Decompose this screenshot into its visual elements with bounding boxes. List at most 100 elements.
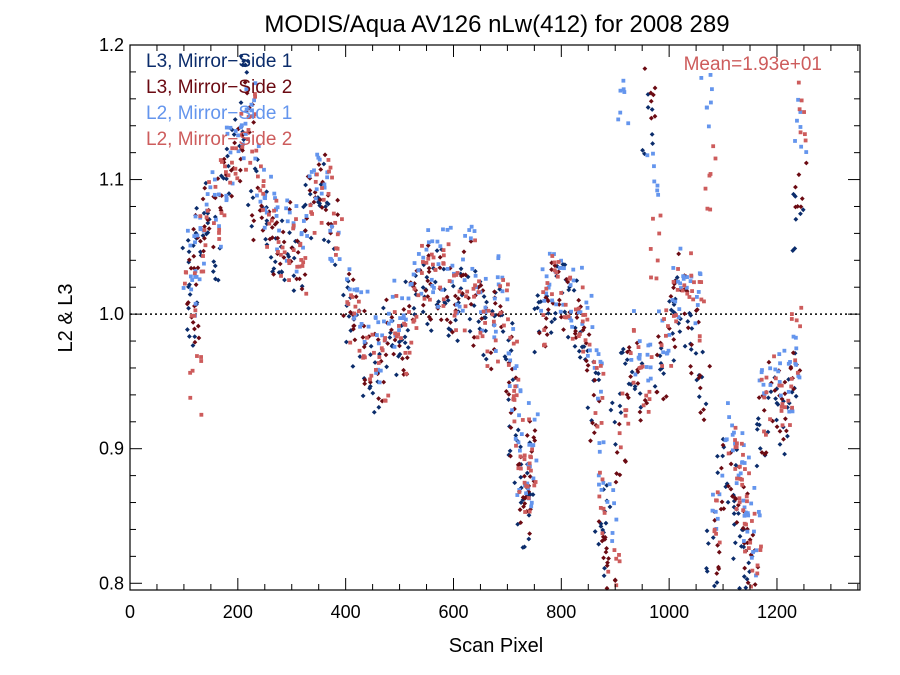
data-point bbox=[541, 290, 546, 295]
data-point bbox=[192, 326, 197, 332]
data-point bbox=[680, 288, 685, 293]
data-point bbox=[224, 196, 229, 201]
data-point bbox=[496, 359, 500, 364]
x-tick-label: 800 bbox=[546, 602, 576, 622]
data-point bbox=[726, 401, 730, 406]
data-point bbox=[454, 302, 459, 307]
data-point bbox=[348, 309, 353, 315]
data-point bbox=[618, 110, 623, 115]
data-point bbox=[252, 166, 258, 172]
data-point bbox=[513, 366, 517, 371]
data-point bbox=[623, 459, 629, 465]
data-point bbox=[754, 548, 759, 553]
data-point bbox=[546, 285, 551, 290]
data-point bbox=[307, 174, 312, 179]
data-point bbox=[516, 440, 521, 445]
data-point bbox=[244, 90, 250, 96]
data-point bbox=[224, 125, 229, 130]
data-point bbox=[483, 305, 488, 310]
data-point bbox=[547, 251, 552, 256]
data-point bbox=[258, 188, 263, 193]
data-point bbox=[512, 419, 517, 424]
data-point bbox=[427, 297, 432, 302]
data-point bbox=[263, 236, 269, 242]
data-point bbox=[778, 361, 782, 366]
data-point bbox=[723, 438, 728, 443]
data-point bbox=[610, 531, 615, 535]
data-point bbox=[267, 221, 272, 226]
data-point bbox=[498, 303, 503, 309]
data-point bbox=[636, 345, 641, 349]
data-point bbox=[804, 150, 809, 154]
data-point bbox=[648, 98, 654, 104]
data-point bbox=[734, 445, 739, 449]
data-point bbox=[401, 313, 406, 318]
data-point bbox=[368, 343, 374, 349]
data-point bbox=[666, 324, 670, 328]
data-point bbox=[287, 210, 292, 215]
data-point bbox=[618, 88, 623, 93]
data-point bbox=[350, 363, 356, 369]
data-point bbox=[185, 228, 190, 233]
data-point bbox=[707, 363, 713, 369]
data-point bbox=[656, 192, 661, 197]
data-point bbox=[682, 311, 688, 317]
data-point bbox=[465, 274, 471, 280]
data-point bbox=[570, 336, 575, 341]
data-point bbox=[586, 332, 592, 337]
data-point bbox=[645, 105, 651, 110]
data-point bbox=[765, 395, 771, 401]
data-point bbox=[233, 129, 238, 133]
data-point bbox=[544, 332, 550, 337]
data-point bbox=[744, 494, 749, 499]
data-point bbox=[379, 346, 384, 351]
data-point bbox=[389, 343, 395, 349]
data-point bbox=[437, 254, 443, 260]
data-point bbox=[476, 319, 482, 324]
data-point bbox=[741, 498, 746, 503]
data-point bbox=[284, 206, 289, 211]
data-point bbox=[796, 97, 800, 102]
data-point bbox=[510, 377, 516, 383]
data-point bbox=[604, 546, 609, 551]
data-point bbox=[791, 334, 796, 339]
data-point bbox=[693, 351, 699, 356]
data-point bbox=[752, 486, 757, 490]
data-point bbox=[594, 366, 599, 370]
data-point bbox=[701, 407, 706, 413]
data-point bbox=[576, 310, 581, 315]
data-point bbox=[574, 278, 580, 284]
data-point bbox=[617, 559, 622, 564]
data-point bbox=[376, 341, 381, 346]
data-point bbox=[489, 308, 495, 314]
data-point bbox=[335, 197, 341, 203]
data-point bbox=[386, 393, 391, 398]
data-point bbox=[515, 339, 519, 344]
data-point bbox=[544, 291, 549, 296]
data-point bbox=[438, 285, 443, 290]
data-point bbox=[321, 161, 327, 167]
data-point bbox=[640, 147, 645, 153]
data-point bbox=[186, 249, 192, 255]
data-point bbox=[383, 352, 389, 358]
data-point bbox=[362, 308, 367, 314]
data-point bbox=[229, 193, 235, 199]
data-point bbox=[186, 305, 191, 311]
data-point bbox=[192, 271, 197, 276]
data-point bbox=[790, 350, 796, 356]
data-point bbox=[598, 363, 603, 368]
data-point bbox=[599, 389, 603, 394]
data-point bbox=[614, 517, 619, 522]
data-point bbox=[777, 428, 783, 434]
data-point bbox=[652, 85, 658, 91]
data-point bbox=[362, 339, 367, 344]
data-point bbox=[221, 175, 226, 181]
data-point bbox=[580, 322, 585, 326]
data-point bbox=[272, 191, 277, 196]
data-point bbox=[793, 184, 798, 190]
data-point bbox=[649, 131, 655, 137]
data-point bbox=[624, 408, 629, 413]
data-point bbox=[488, 350, 494, 356]
data-point bbox=[654, 276, 659, 281]
data-point bbox=[726, 483, 731, 489]
